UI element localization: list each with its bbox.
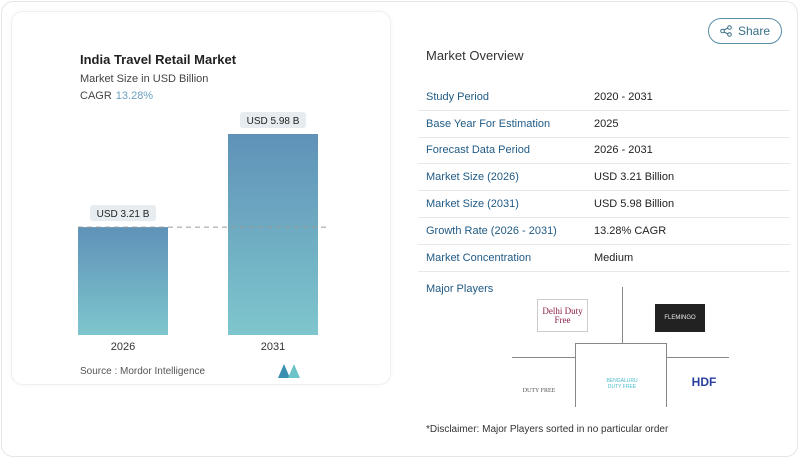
logo-hdf: HDF	[691, 375, 717, 389]
row-value: USD 5.98 Billion	[594, 198, 675, 211]
row-label: Market Concentration	[426, 251, 532, 264]
overview-row: Forecast Data Period 2026 - 2031	[418, 138, 790, 165]
data-label-bg	[240, 112, 306, 128]
row-value: USD 3.21 Billion	[594, 171, 675, 184]
overview-row: Market Size (2031) USD 5.98 Billion	[418, 191, 790, 218]
divider	[666, 343, 667, 407]
divider	[575, 343, 576, 407]
logo-bengaluru-duty-free: BENGALURU DUTY FREE	[606, 378, 638, 390]
chart-title: India Travel Retail Market	[80, 52, 237, 67]
data-label-bg	[90, 205, 156, 222]
logo-duty-free: DUTY FREE	[522, 388, 556, 394]
row-value: 2025	[594, 117, 619, 130]
divider	[575, 343, 667, 344]
cagr-value: 13.28%	[115, 90, 154, 102]
share-button[interactable]: Share	[708, 18, 782, 44]
row-label: Study Period	[426, 90, 489, 103]
logo-flemingo: FLEMINGO	[655, 304, 705, 332]
cagr-label: CAGR	[80, 90, 112, 102]
overview-table: Study Period 2020 - 2031 Base Year For Est…	[418, 84, 790, 272]
divider	[622, 287, 623, 343]
bar	[78, 227, 168, 335]
row-label: Growth Rate (2026 - 2031)	[426, 224, 557, 237]
logo-delhi-duty-free: Delhi Duty Free	[537, 299, 588, 332]
major-players-title: Major Players	[426, 283, 494, 295]
divider	[666, 357, 729, 358]
row-label: Market Size (2026)	[426, 171, 519, 184]
overview-row: Market Size (2026) USD 3.21 Billion	[418, 164, 790, 192]
overview-row: Growth Rate (2026 - 2031) 13.28% CAGR	[418, 218, 790, 245]
x-tick-label: 2031	[261, 341, 285, 353]
data-label: USD 5.98 B	[247, 116, 300, 127]
row-value: Medium	[594, 251, 634, 264]
mordor-logo-icon	[278, 364, 300, 378]
row-value: 13.28% CAGR	[594, 224, 667, 237]
x-tick-label: 2026	[111, 341, 135, 353]
row-label: Base Year For Estimation	[426, 117, 551, 130]
source-text: Source : Mordor Intelligence	[80, 366, 206, 377]
chart-subtitle: Market Size in USD Billion	[80, 73, 209, 85]
chart-card	[11, 11, 391, 385]
row-value: 2020 - 2031	[594, 90, 653, 103]
bar-chart: USD 3.21 B 2026 USD 5.98 B 2031	[78, 112, 330, 353]
share-label: Share	[737, 24, 771, 38]
row-label: Market Size (2031)	[426, 198, 519, 211]
overview-row: Market Concentration Medium	[418, 245, 790, 272]
bar	[228, 134, 318, 335]
data-label: USD 3.21 B	[97, 209, 150, 220]
overview-title: Market Overview	[426, 48, 524, 63]
share-icon	[720, 25, 732, 37]
disclaimer: *Disclaimer: Major Players sorted in no …	[426, 424, 669, 435]
row-value: 2026 - 2031	[594, 144, 653, 157]
overview-row: Study Period 2020 - 2031	[418, 84, 790, 111]
row-label: Forecast Data Period	[426, 144, 530, 157]
divider	[512, 357, 575, 358]
cagr: CAGR 13.28%	[80, 90, 153, 102]
overview-row: Base Year For Estimation 2025	[418, 111, 790, 138]
